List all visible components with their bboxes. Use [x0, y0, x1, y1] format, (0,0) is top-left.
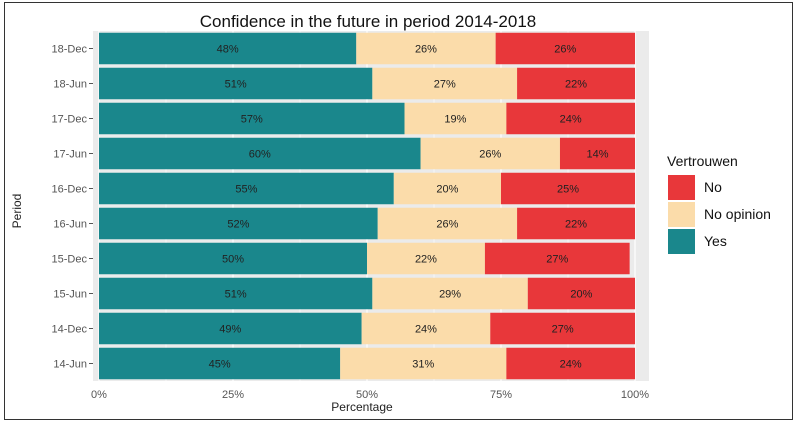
- bar-value-label: 26%: [479, 149, 501, 161]
- bar-segment: [367, 242, 485, 275]
- bar-segment: [490, 312, 635, 345]
- bar-segment: [527, 277, 635, 310]
- bar-segment: [340, 347, 507, 380]
- bar-value-label: 24%: [415, 324, 437, 336]
- bar-segment: [99, 137, 421, 170]
- bars: 48% 26% 26% 51% 27% 22% 57% 19% 24% 60% 26% 14% 55% 2…: [99, 32, 635, 380]
- bar-segment: [517, 207, 635, 240]
- legend: Vertrouwen No No opinion Yes: [667, 153, 771, 254]
- bar-value-label: 24%: [560, 359, 582, 371]
- bar-value-label: 48%: [217, 44, 239, 56]
- chart: Confidence in the future in period 2014-…: [10, 12, 771, 414]
- y-tick-label: 14-Jun: [53, 359, 87, 371]
- bar-value-label: 24%: [560, 114, 582, 126]
- bar-segment: [99, 277, 373, 310]
- x-tick-label: 75%: [490, 389, 512, 401]
- x-tick-label: 100%: [621, 389, 649, 401]
- legend-entry: No opinion: [704, 206, 771, 222]
- bar-value-label: 25%: [557, 184, 579, 196]
- x-axis-label: Percentage: [331, 400, 393, 414]
- bar-segment: [99, 102, 405, 135]
- bar-value-label: 29%: [439, 289, 461, 301]
- bar-value-label: 22%: [415, 254, 437, 266]
- bar-value-label: 26%: [415, 44, 437, 56]
- y-axis-label: Period: [10, 194, 24, 229]
- x-tick-label: 0%: [91, 389, 107, 401]
- bar-segment: [99, 67, 373, 100]
- chart-title: Confidence in the future in period 2014-…: [200, 12, 536, 31]
- bar-value-label: 26%: [436, 219, 458, 231]
- bar-segment: [404, 102, 507, 135]
- bar-segment: [99, 242, 367, 275]
- bar-segment: [99, 207, 378, 240]
- bar-value-label: 60%: [249, 149, 271, 161]
- bar-segment: [506, 102, 635, 135]
- legend-swatch: [668, 202, 695, 227]
- y-tick-label: 15-Jun: [53, 289, 87, 301]
- bar-value-label: 51%: [225, 289, 247, 301]
- bar-value-label: 52%: [227, 219, 249, 231]
- bar-value-label: 49%: [219, 324, 241, 336]
- bar-value-label: 45%: [209, 359, 231, 371]
- bar-segment: [361, 312, 491, 345]
- bar-value-label: 20%: [436, 184, 458, 196]
- y-tick-labels: 18-Dec 18-Jun 17-Dec 17-Jun 16-Dec 16-Jun 15-D…: [52, 44, 93, 371]
- x-tick-labels: 0% 25% 50% 75% 100%: [91, 389, 649, 401]
- legend-swatch: [668, 175, 695, 200]
- bar-value-label: 55%: [235, 184, 257, 196]
- bar-segment: [99, 172, 394, 205]
- y-tick-label: 18-Jun: [53, 79, 87, 91]
- y-tick-label: 16-Jun: [53, 219, 87, 231]
- chart-frame: Confidence in the future in period 2014-…: [4, 2, 793, 420]
- bar-value-label: 14%: [586, 149, 608, 161]
- bar-value-label: 27%: [434, 79, 456, 91]
- x-tick-label: 50%: [356, 389, 378, 401]
- legend-title: Vertrouwen: [667, 153, 738, 169]
- bar-segment: [356, 32, 496, 65]
- bar-segment: [495, 32, 635, 65]
- y-tick-label: 14-Dec: [52, 324, 88, 336]
- bar-segment: [377, 207, 518, 240]
- bar-segment: [559, 137, 635, 170]
- bar-segment: [420, 137, 560, 170]
- bar-value-label: 22%: [565, 79, 587, 91]
- bar-value-label: 50%: [222, 254, 244, 266]
- legend-swatch: [668, 229, 695, 254]
- bar-segment: [99, 312, 362, 345]
- bar-value-label: 27%: [546, 254, 568, 266]
- bar-segment: [506, 347, 635, 380]
- bar-segment: [393, 172, 501, 205]
- y-tick-label: 17-Jun: [53, 149, 87, 161]
- bar-value-label: 51%: [225, 79, 247, 91]
- bar-segment: [501, 172, 635, 205]
- bar-value-label: 26%: [554, 44, 576, 56]
- y-tick-label: 15-Dec: [52, 254, 88, 266]
- bar-value-label: 22%: [565, 219, 587, 231]
- bar-value-label: 20%: [570, 289, 592, 301]
- bar-value-label: 19%: [444, 114, 466, 126]
- legend-entry: Yes: [704, 233, 727, 249]
- bar-value-label: 31%: [412, 359, 434, 371]
- y-tick-label: 17-Dec: [52, 114, 88, 126]
- bar-value-label: 57%: [241, 114, 263, 126]
- x-tick-label: 25%: [222, 389, 244, 401]
- bar-segment: [99, 32, 357, 65]
- legend-entry: No: [704, 179, 722, 195]
- y-tick-label: 16-Dec: [52, 184, 88, 196]
- bar-segment: [372, 67, 518, 100]
- bar-segment: [517, 67, 635, 100]
- bar-segment: [99, 347, 341, 380]
- bar-segment: [372, 277, 528, 310]
- bar-segment: [484, 242, 630, 275]
- bar-value-label: 27%: [552, 324, 574, 336]
- y-tick-label: 18-Dec: [52, 44, 88, 56]
